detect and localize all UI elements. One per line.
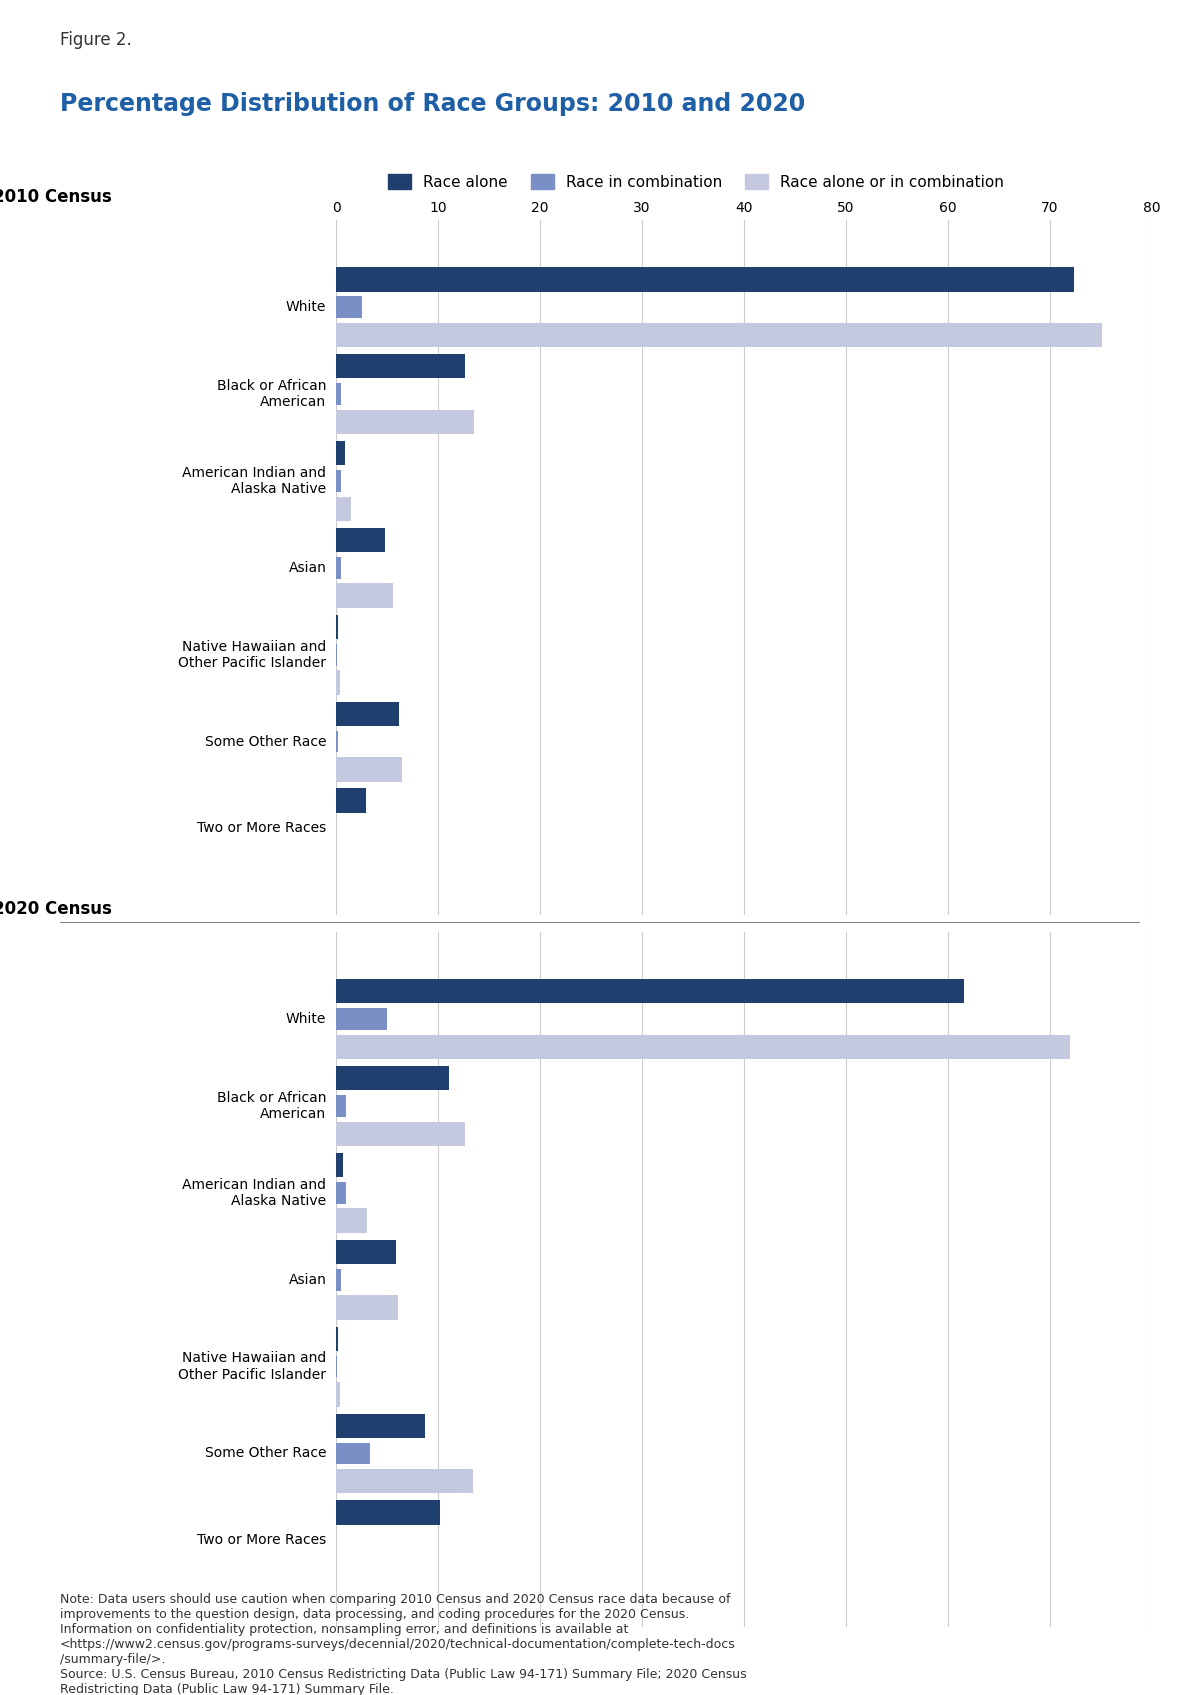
Bar [336,670,340,695]
Bar [336,583,394,609]
Bar [336,1470,473,1493]
Bar [336,1327,338,1351]
Bar [336,1209,367,1232]
Text: Percentage Distribution of Race Groups: 2010 and 2020: Percentage Distribution of Race Groups: … [60,92,805,115]
Text: Note: Data users should use caution when comparing 2010 Census and 2020 Census r: Note: Data users should use caution when… [60,1593,746,1695]
Bar [336,1414,425,1437]
Bar [336,702,400,725]
Bar [336,788,366,814]
Bar [336,758,402,781]
Bar [336,1153,343,1178]
Bar [336,1295,398,1320]
Bar [336,615,338,639]
Bar [336,322,1102,347]
Bar [336,1381,340,1407]
Bar [336,527,385,553]
Bar [336,1034,1070,1059]
Bar [336,1095,347,1117]
Bar [336,1270,341,1290]
Bar [336,354,464,378]
Bar [336,441,346,466]
Bar [336,297,361,319]
Bar [336,980,965,1003]
Legend: Race alone, Race in combination, Race alone or in combination: Race alone, Race in combination, Race al… [382,168,1010,195]
Bar [336,383,341,405]
Bar [336,1181,347,1203]
Bar [336,497,352,520]
Bar [336,731,338,753]
Bar [336,410,474,434]
Bar [336,1239,396,1264]
Bar [336,470,341,492]
Bar [336,1066,449,1090]
Bar [336,558,341,578]
Text: 2010 Census: 2010 Census [0,188,112,207]
Bar [336,268,1074,292]
Bar [336,1442,370,1464]
Text: 2020 Census: 2020 Census [0,900,112,919]
Text: Figure 2.: Figure 2. [60,31,132,49]
Bar [336,1122,464,1146]
Bar [336,1009,388,1031]
Bar [336,1500,440,1526]
